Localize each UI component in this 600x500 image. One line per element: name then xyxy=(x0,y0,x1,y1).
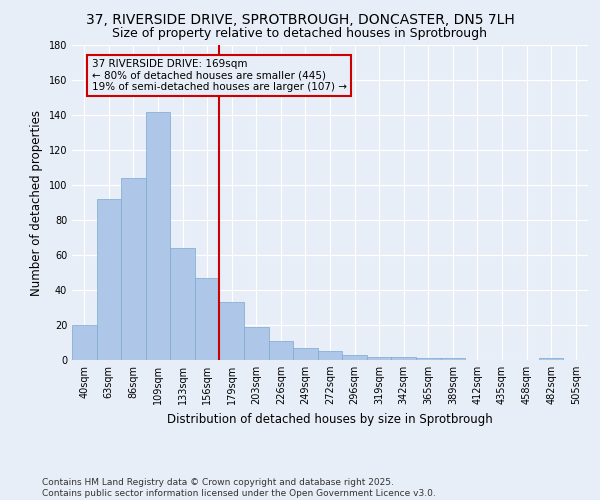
Bar xyxy=(121,178,146,360)
Bar xyxy=(269,341,293,360)
Text: Size of property relative to detached houses in Sprotbrough: Size of property relative to detached ho… xyxy=(113,28,487,40)
Bar xyxy=(342,355,367,360)
Bar xyxy=(220,302,244,360)
Y-axis label: Number of detached properties: Number of detached properties xyxy=(30,110,43,296)
Bar xyxy=(170,248,195,360)
Bar xyxy=(72,325,97,360)
Bar xyxy=(244,327,269,360)
Bar xyxy=(293,348,318,360)
Bar xyxy=(539,358,563,360)
Bar xyxy=(195,278,220,360)
Bar xyxy=(318,351,342,360)
Bar xyxy=(367,356,391,360)
Text: 37 RIVERSIDE DRIVE: 169sqm
← 80% of detached houses are smaller (445)
19% of sem: 37 RIVERSIDE DRIVE: 169sqm ← 80% of deta… xyxy=(92,59,347,92)
Bar xyxy=(97,199,121,360)
X-axis label: Distribution of detached houses by size in Sprotbrough: Distribution of detached houses by size … xyxy=(167,412,493,426)
Bar xyxy=(391,356,416,360)
Text: Contains HM Land Registry data © Crown copyright and database right 2025.
Contai: Contains HM Land Registry data © Crown c… xyxy=(42,478,436,498)
Text: 37, RIVERSIDE DRIVE, SPROTBROUGH, DONCASTER, DN5 7LH: 37, RIVERSIDE DRIVE, SPROTBROUGH, DONCAS… xyxy=(86,12,514,26)
Bar xyxy=(440,358,465,360)
Bar xyxy=(146,112,170,360)
Bar xyxy=(416,358,440,360)
